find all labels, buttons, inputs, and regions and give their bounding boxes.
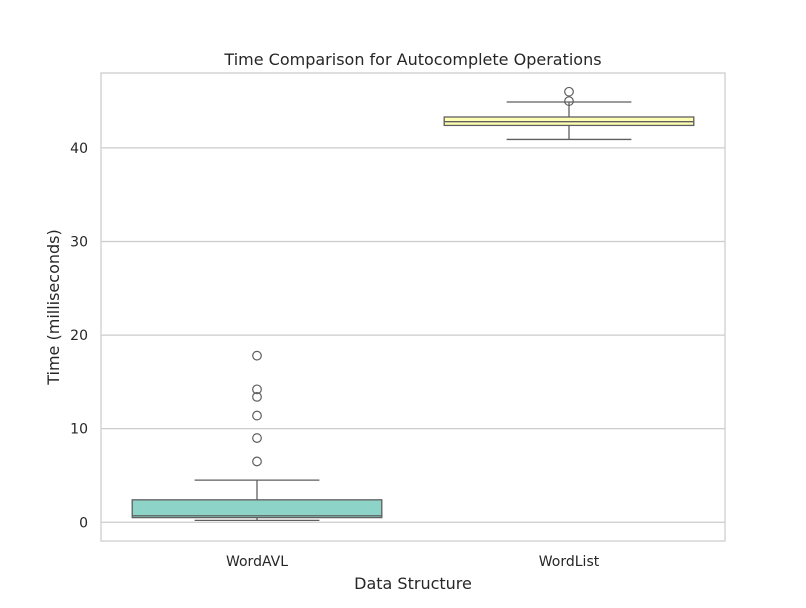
box-wordlist — [443, 86, 695, 141]
outlier-point — [252, 456, 262, 467]
x-tick-label: WordAVL — [226, 554, 288, 570]
outlier-point — [252, 350, 262, 361]
chart-title: Time Comparison for Autocomplete Operati… — [223, 50, 601, 69]
x-axis-ticks: WordAVL WordList — [226, 554, 600, 570]
y-tick-label: 30 — [70, 234, 88, 250]
y-tick-label: 10 — [70, 422, 88, 438]
gridlines — [101, 147, 725, 523]
x-tick-label: WordList — [539, 554, 600, 570]
outlier-point — [252, 391, 262, 402]
y-tick-label: 0 — [79, 515, 88, 531]
y-tick-label: 40 — [70, 141, 88, 157]
x-axis-label: Data Structure — [354, 574, 472, 593]
iqr-box — [131, 499, 383, 519]
y-axis-ticks: 0 10 20 30 40 — [70, 141, 88, 531]
box-series — [131, 86, 695, 522]
box-wordavl — [131, 350, 383, 522]
y-axis-label: Time (milliseconds) — [44, 229, 63, 386]
outlier-point — [252, 410, 262, 421]
y-tick-label: 20 — [70, 328, 88, 344]
plot-frame — [100, 72, 726, 542]
outlier-point — [252, 433, 262, 443]
outlier-point — [252, 384, 262, 395]
outlier-point — [564, 86, 574, 97]
outlier-point — [564, 96, 574, 106]
